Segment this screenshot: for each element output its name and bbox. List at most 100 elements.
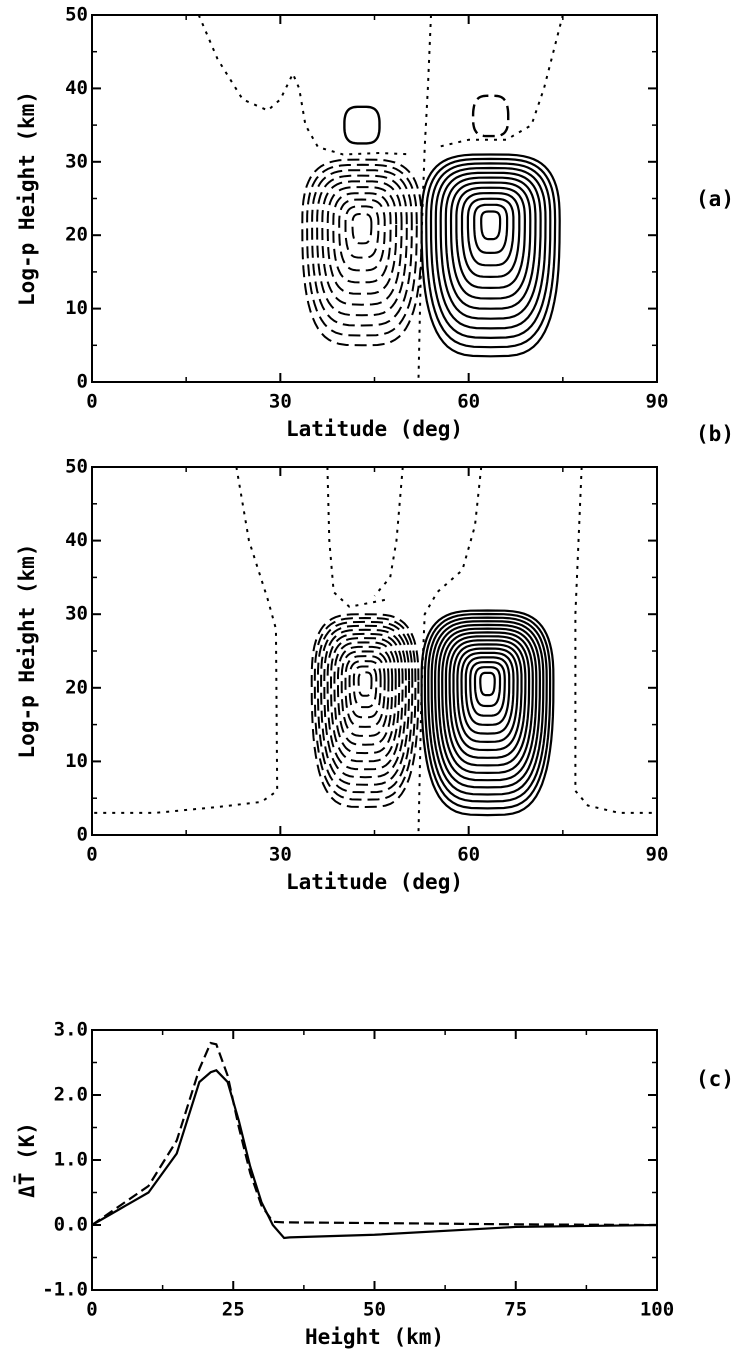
contour	[455, 186, 527, 290]
contour	[460, 651, 515, 735]
contour	[444, 176, 537, 310]
contour	[444, 635, 531, 767]
panel-label: (b)	[696, 422, 734, 446]
y-tick-label: 50	[65, 456, 88, 478]
plot-frame	[91, 1029, 658, 1291]
y-axis-label: Log-p Height (km)	[15, 544, 39, 759]
contour	[448, 639, 527, 759]
y-tick-label: 0	[77, 371, 88, 393]
panel-label: (a)	[696, 187, 734, 211]
y-tick-label: 30	[65, 603, 88, 625]
contour	[344, 655, 386, 728]
plot-frame	[91, 466, 658, 836]
y-tick-label: 2.0	[54, 1084, 88, 1106]
x-tick-label: 60	[457, 391, 480, 413]
contour	[329, 637, 401, 763]
contour	[480, 210, 502, 241]
contour	[427, 616, 548, 803]
contour	[320, 624, 411, 786]
contour	[323, 628, 407, 779]
contour	[466, 197, 515, 267]
contour	[357, 671, 373, 697]
x-tick-label: 0	[86, 1299, 97, 1321]
contour	[313, 616, 417, 801]
panel: 0 25 50 75 100 -1.0 0.0 1.0 2.0 3.0 Height (km) ΔT̄…	[14, 1019, 734, 1350]
y-tick-label: 0.0	[54, 1214, 88, 1236]
contour	[340, 650, 390, 738]
x-tick-label: 100	[640, 1299, 674, 1321]
contour	[301, 158, 423, 347]
contour	[351, 213, 373, 245]
contour	[441, 631, 534, 775]
y-tick-label: 10	[65, 297, 88, 319]
contour	[316, 620, 414, 794]
contour	[333, 641, 397, 755]
contour	[326, 632, 404, 771]
zero-contour	[574, 466, 657, 814]
x-tick-label: 30	[269, 844, 292, 866]
contour	[437, 627, 538, 782]
contour	[343, 105, 381, 145]
plot-frame	[91, 14, 658, 383]
contour	[439, 171, 542, 320]
contour	[321, 180, 403, 306]
y-axis-label: ΔT̄ (K)	[14, 1122, 39, 1198]
x-tick-label: 60	[457, 844, 480, 866]
panel-label: (c)	[696, 1067, 734, 1091]
contour	[429, 162, 552, 340]
x-tick-label: 30	[269, 391, 292, 413]
x-tick-label: 25	[222, 1299, 245, 1321]
contour	[452, 643, 523, 752]
contour	[473, 666, 502, 708]
contour	[352, 665, 378, 709]
y-tick-label: 30	[65, 150, 88, 172]
y-tick-label: 1.0	[54, 1149, 88, 1171]
x-tick-label: 50	[363, 1299, 386, 1321]
contour	[348, 660, 382, 719]
y-tick-label: 40	[65, 77, 88, 99]
zero-contour	[373, 466, 404, 597]
contour	[469, 660, 506, 717]
y-tick-label: 0	[77, 824, 88, 846]
y-tick-label: 10	[65, 750, 88, 772]
contour	[337, 645, 394, 746]
contour	[433, 623, 542, 789]
contour	[464, 656, 511, 727]
x-axis-label: Height (km)	[305, 1325, 444, 1349]
contour	[310, 613, 420, 809]
x-tick-label: 0	[86, 391, 97, 413]
contour	[316, 174, 408, 317]
y-tick-label: 20	[65, 224, 88, 246]
y-axis-label: Log-p Height (km)	[15, 91, 39, 306]
x-axis-label: Latitude (deg)	[286, 417, 463, 441]
y-tick-label: 20	[65, 676, 88, 698]
contour	[449, 181, 532, 300]
x-tick-label: 90	[646, 844, 669, 866]
contour	[306, 163, 418, 337]
contour	[326, 186, 398, 295]
y-tick-label: 3.0	[54, 1019, 88, 1041]
panel: 0 30 60 90 0 10 20 30 40 50 Latitude (deg) Log-p He…	[15, 422, 734, 894]
y-tick-label: 50	[65, 4, 88, 26]
series-line	[91, 1069, 658, 1240]
zero-contour	[326, 466, 388, 608]
contour	[311, 169, 413, 327]
contour	[430, 620, 545, 796]
x-tick-label: 75	[504, 1299, 527, 1321]
x-tick-label: 0	[86, 844, 97, 866]
contour	[473, 203, 509, 255]
contour	[332, 192, 392, 284]
y-tick-label: 40	[65, 529, 88, 551]
contour	[479, 671, 496, 697]
contour	[420, 609, 555, 817]
contour	[423, 612, 552, 810]
series-line	[91, 1041, 658, 1227]
zero-contour	[437, 14, 564, 149]
contour	[471, 94, 510, 138]
y-tick-label: -1.0	[42, 1279, 88, 1301]
contour	[456, 647, 519, 744]
contour	[460, 191, 521, 279]
zero-contour	[92, 466, 279, 814]
contour	[434, 166, 547, 330]
